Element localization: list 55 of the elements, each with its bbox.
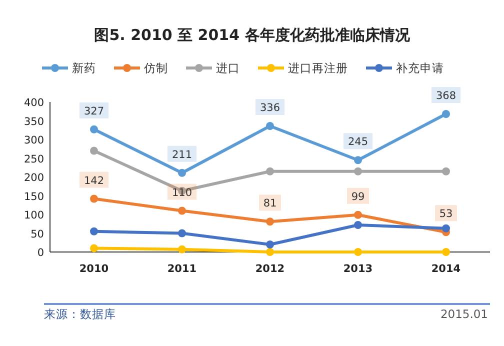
point — [442, 224, 450, 232]
data-label: 99 — [351, 190, 365, 203]
point — [442, 110, 450, 118]
y-tick-label: 100 — [24, 210, 44, 222]
point — [90, 227, 98, 236]
point — [354, 167, 362, 176]
legend-label: 新药 — [72, 61, 96, 75]
y-tick-label: 300 — [24, 134, 44, 146]
point — [178, 245, 186, 254]
point — [90, 125, 98, 134]
point — [354, 248, 362, 256]
point — [178, 229, 186, 238]
point — [266, 240, 274, 248]
legend-label: 补充申请 — [396, 61, 444, 75]
point — [354, 221, 362, 229]
data-label: 245 — [348, 136, 368, 148]
y-tick-label: 200 — [24, 172, 44, 184]
x-tick-label: 2014 — [431, 263, 461, 275]
y-tick-label: 350 — [24, 116, 44, 128]
legend-label: 仿制 — [143, 61, 168, 75]
legend-label: 进口 — [216, 61, 240, 75]
x-tick-label: 2011 — [167, 263, 197, 275]
x-tick-label: 2013 — [343, 263, 373, 275]
y-tick-label: 150 — [24, 190, 44, 203]
text: 2015.01 — [440, 307, 488, 321]
point — [266, 167, 274, 176]
y-tick-label: 400 — [24, 97, 44, 109]
data-label: 142 — [84, 174, 104, 187]
source-note: 来源：数据库 — [44, 307, 116, 321]
x-tick-label: 2010 — [79, 263, 109, 275]
point — [354, 210, 362, 219]
point — [178, 206, 186, 215]
point — [266, 122, 274, 130]
point — [90, 194, 98, 203]
point — [90, 244, 98, 252]
data-label: 53 — [439, 208, 453, 220]
data-label: 368 — [436, 90, 456, 102]
point — [266, 218, 274, 226]
point — [90, 146, 98, 155]
legend-label: 进口再注册 — [288, 61, 348, 75]
y-tick-label: 250 — [24, 153, 44, 166]
chart-title: 图5. 2010 至 2014 各年度化药批准临床情况 — [94, 26, 411, 44]
y-tick-label: 0 — [37, 247, 44, 259]
point — [442, 167, 450, 176]
data-label: 110 — [172, 186, 192, 199]
data-label: 336 — [260, 102, 280, 114]
data-label: 327 — [84, 105, 104, 118]
data-label: 81 — [263, 198, 277, 210]
data-label: 211 — [172, 148, 192, 161]
point — [354, 156, 362, 164]
point — [178, 168, 186, 177]
x-tick-label: 2012 — [255, 263, 285, 275]
point — [442, 248, 450, 256]
y-tick-label: 50 — [30, 228, 44, 240]
point — [266, 248, 274, 256]
